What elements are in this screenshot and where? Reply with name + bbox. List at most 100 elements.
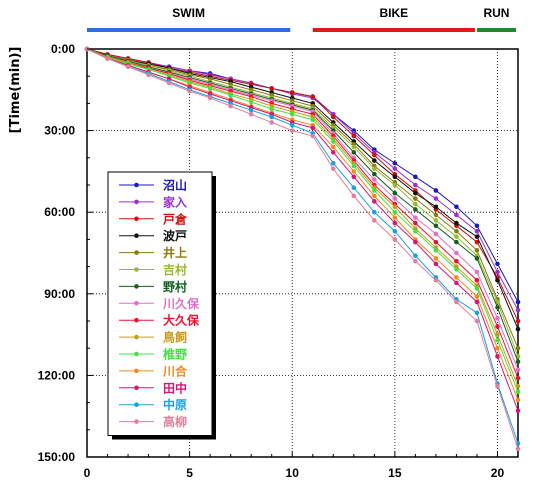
legend-label: 川久保 xyxy=(162,296,200,311)
x-axis-ticks: 0 5 10 15 20 xyxy=(84,451,519,480)
legend-label: 川合 xyxy=(162,363,188,378)
data-point xyxy=(187,88,192,94)
legend-swatch-marker xyxy=(134,317,139,323)
data-point xyxy=(495,337,500,343)
data-point xyxy=(248,111,254,117)
data-point xyxy=(474,247,480,253)
data-point xyxy=(413,196,418,201)
data-point xyxy=(515,359,521,365)
data-point xyxy=(392,215,398,220)
data-point xyxy=(474,234,480,239)
plot-frame xyxy=(86,48,519,458)
data-point xyxy=(515,299,521,305)
y-tick-label: 120:00 xyxy=(38,368,76,382)
data-point xyxy=(392,237,398,242)
series-lines xyxy=(84,46,521,452)
data-point xyxy=(495,354,500,359)
data-point xyxy=(330,114,336,120)
data-point xyxy=(433,188,439,193)
data-point xyxy=(433,231,439,237)
data-point xyxy=(515,326,521,332)
legend-item: 沼山 xyxy=(119,178,187,193)
data-point xyxy=(454,267,459,272)
legend-swatch-marker xyxy=(134,182,139,188)
legend-label: 波戸 xyxy=(163,228,187,243)
legend-label: 高柳 xyxy=(163,414,187,429)
data-point xyxy=(269,106,275,112)
legend-item: 高柳 xyxy=(119,414,187,429)
legend-swatch-marker xyxy=(134,419,139,424)
legend-item: 中原 xyxy=(119,397,187,412)
data-point xyxy=(454,280,459,286)
data-point xyxy=(330,160,336,166)
series-line xyxy=(86,48,519,357)
series-line xyxy=(86,48,519,411)
data-point xyxy=(413,190,418,196)
data-point xyxy=(413,239,418,245)
data-point xyxy=(454,204,459,210)
legend-label: 椎野 xyxy=(162,347,187,362)
data-point xyxy=(372,199,377,204)
data-point xyxy=(515,367,521,373)
legend-label: 吉村 xyxy=(163,262,187,277)
data-point xyxy=(515,375,521,381)
data-point xyxy=(495,345,500,351)
data-point xyxy=(372,193,377,199)
data-point xyxy=(330,144,336,150)
data-point xyxy=(454,275,459,280)
data-point xyxy=(372,177,377,182)
legend-swatch-marker xyxy=(134,385,139,391)
segment-label-bike: BIKE xyxy=(380,6,409,20)
data-point xyxy=(433,196,439,201)
data-point xyxy=(310,125,316,131)
legend-label: 田中 xyxy=(163,380,187,395)
legend-item: 波戸 xyxy=(119,228,187,243)
series-line xyxy=(86,48,519,322)
data-point xyxy=(125,64,131,69)
segment-label-swim: SWIM xyxy=(172,6,205,20)
data-point xyxy=(351,193,357,199)
y-tick-label: 150:00 xyxy=(38,450,76,464)
data-point xyxy=(105,56,110,61)
data-point xyxy=(351,169,357,174)
data-point xyxy=(474,310,480,316)
data-point xyxy=(495,315,500,321)
data-point xyxy=(351,185,357,191)
data-point xyxy=(433,256,439,261)
segment-bars: SWIM BIKE RUN xyxy=(87,6,516,32)
data-point xyxy=(392,166,398,171)
data-point xyxy=(474,228,480,234)
series-line xyxy=(86,48,519,444)
legend-item: 家入 xyxy=(119,194,187,209)
legend-label: 野村 xyxy=(163,279,187,294)
data-point xyxy=(433,239,439,245)
legend-item: 大久保 xyxy=(119,313,200,328)
data-point xyxy=(228,92,233,98)
x-tick-label: 10 xyxy=(286,466,300,480)
data-point xyxy=(454,239,459,245)
data-point xyxy=(289,122,295,128)
legend-label: 大久保 xyxy=(163,313,200,328)
y-tick-label: 60:00 xyxy=(44,205,75,219)
data-point xyxy=(433,204,439,210)
data-point xyxy=(330,150,336,155)
legend-swatch-marker xyxy=(134,402,139,408)
data-point xyxy=(454,250,459,256)
series-line xyxy=(86,48,519,387)
data-point xyxy=(515,408,521,414)
data-point xyxy=(310,117,316,123)
legend-label: 家入 xyxy=(163,194,187,209)
data-point xyxy=(474,299,480,305)
data-point xyxy=(351,144,357,150)
legend-label: 中原 xyxy=(163,397,187,412)
data-point xyxy=(454,220,459,226)
legend-item: 野村 xyxy=(119,279,187,294)
data-point xyxy=(351,163,357,169)
data-point xyxy=(269,86,275,91)
legend-label: 鳥飼 xyxy=(163,330,187,345)
y-tick-label: 0:00 xyxy=(51,42,75,56)
data-point xyxy=(413,174,418,180)
data-point xyxy=(351,150,357,155)
legend-item: 戸倉 xyxy=(119,211,188,226)
